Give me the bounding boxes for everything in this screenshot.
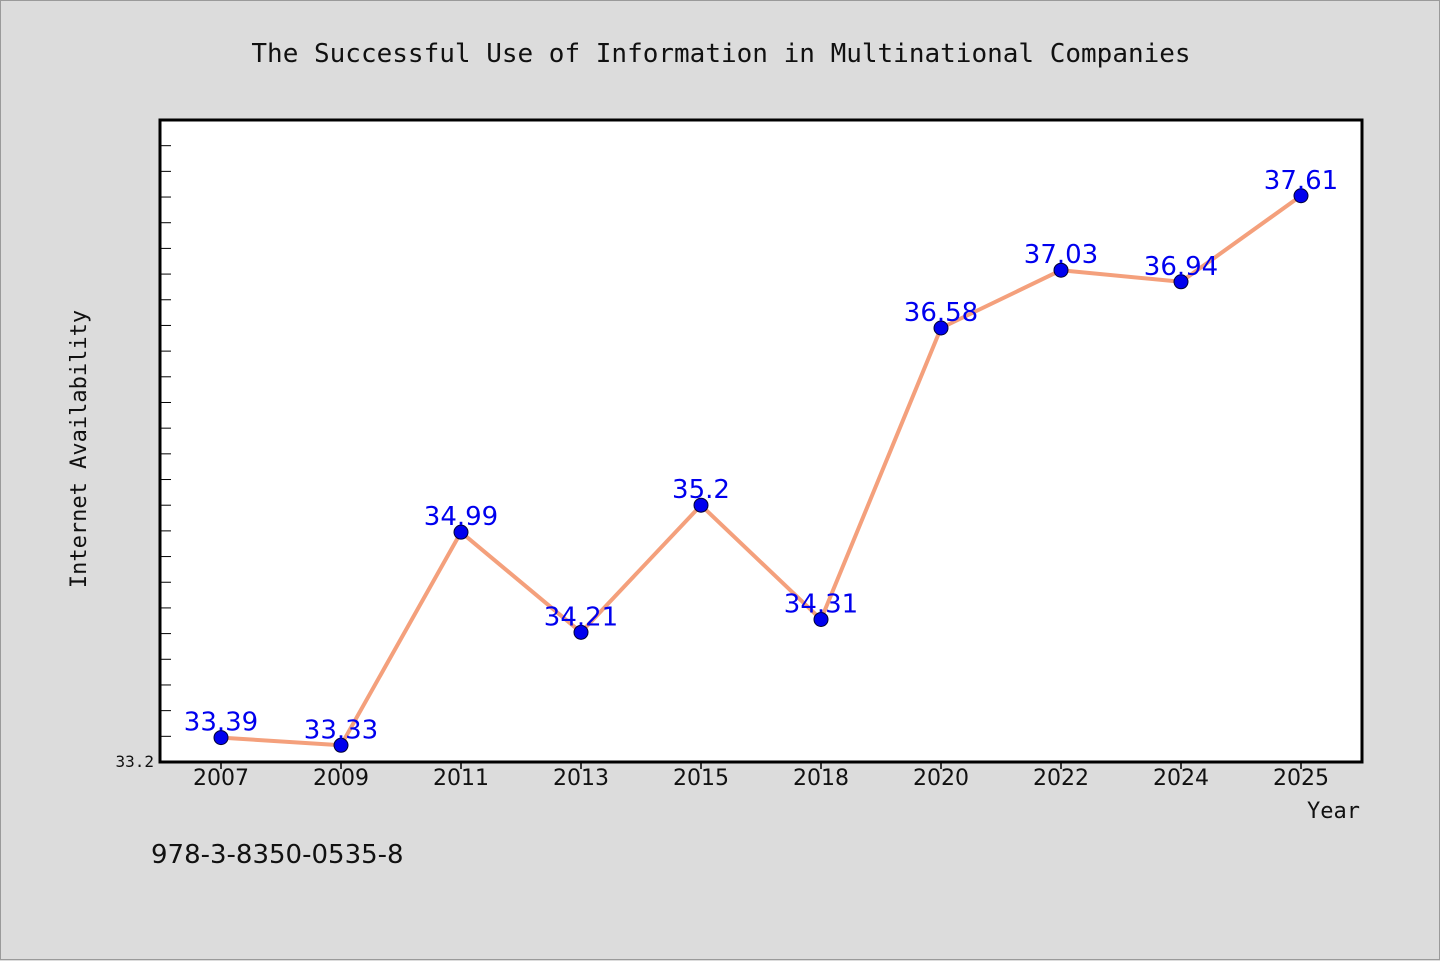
series-line xyxy=(220,194,1303,748)
data-label: 35.2 xyxy=(672,475,730,505)
x-tick-label: 2024 xyxy=(1153,766,1209,791)
x-tick-label: 2018 xyxy=(793,766,849,791)
data-label: 37.03 xyxy=(1024,240,1098,270)
data-label: 33.33 xyxy=(304,715,378,745)
isbn-footer: 978-3-8350-0535-8 xyxy=(151,840,404,870)
x-tick-label: 2015 xyxy=(673,766,729,791)
data-label: 33.39 xyxy=(184,708,258,738)
data-point xyxy=(573,624,589,640)
data-point xyxy=(1173,274,1189,290)
data-point xyxy=(333,737,349,753)
x-axis-label: Year xyxy=(1307,799,1360,824)
chart-title: The Successful Use of Information in Mul… xyxy=(251,39,1190,69)
x-tick-label: 2011 xyxy=(433,766,489,791)
plot-area xyxy=(158,118,1364,764)
data-label: 34.31 xyxy=(784,589,858,619)
series-group: 33.39 33.33 34.99 34.21 35.2 34.31 36.58 37.03 3… xyxy=(184,166,1338,753)
data-label: 34.21 xyxy=(544,602,618,632)
x-tick-label: 2025 xyxy=(1273,766,1329,791)
data-point xyxy=(693,497,709,513)
data-label: 37.61 xyxy=(1264,166,1338,196)
x-tick-label: 2022 xyxy=(1033,766,1089,791)
data-label: 34.99 xyxy=(424,502,498,532)
x-tick-label: 2013 xyxy=(553,766,609,791)
y-axis-label: Internet Availability xyxy=(67,310,92,588)
y-axis-ticks xyxy=(160,145,171,737)
x-tick-label: 2009 xyxy=(313,766,369,791)
data-point xyxy=(1053,262,1069,278)
data-point xyxy=(213,730,229,746)
data-point xyxy=(453,524,469,540)
data-point xyxy=(933,320,949,336)
y-tick-label: 33.2 xyxy=(115,752,154,771)
data-point xyxy=(1293,188,1309,204)
x-tick-label: 2007 xyxy=(193,766,249,791)
x-axis-tick-labels: 2007 2009 2011 2013 2015 2018 2020 2022 2024 2025 xyxy=(193,766,1329,791)
x-tick-label: 2020 xyxy=(913,766,969,791)
x-axis-ticks xyxy=(220,762,1302,769)
data-label: 36.58 xyxy=(904,298,978,328)
data-point xyxy=(813,611,829,627)
data-label: 36.94 xyxy=(1144,252,1218,282)
